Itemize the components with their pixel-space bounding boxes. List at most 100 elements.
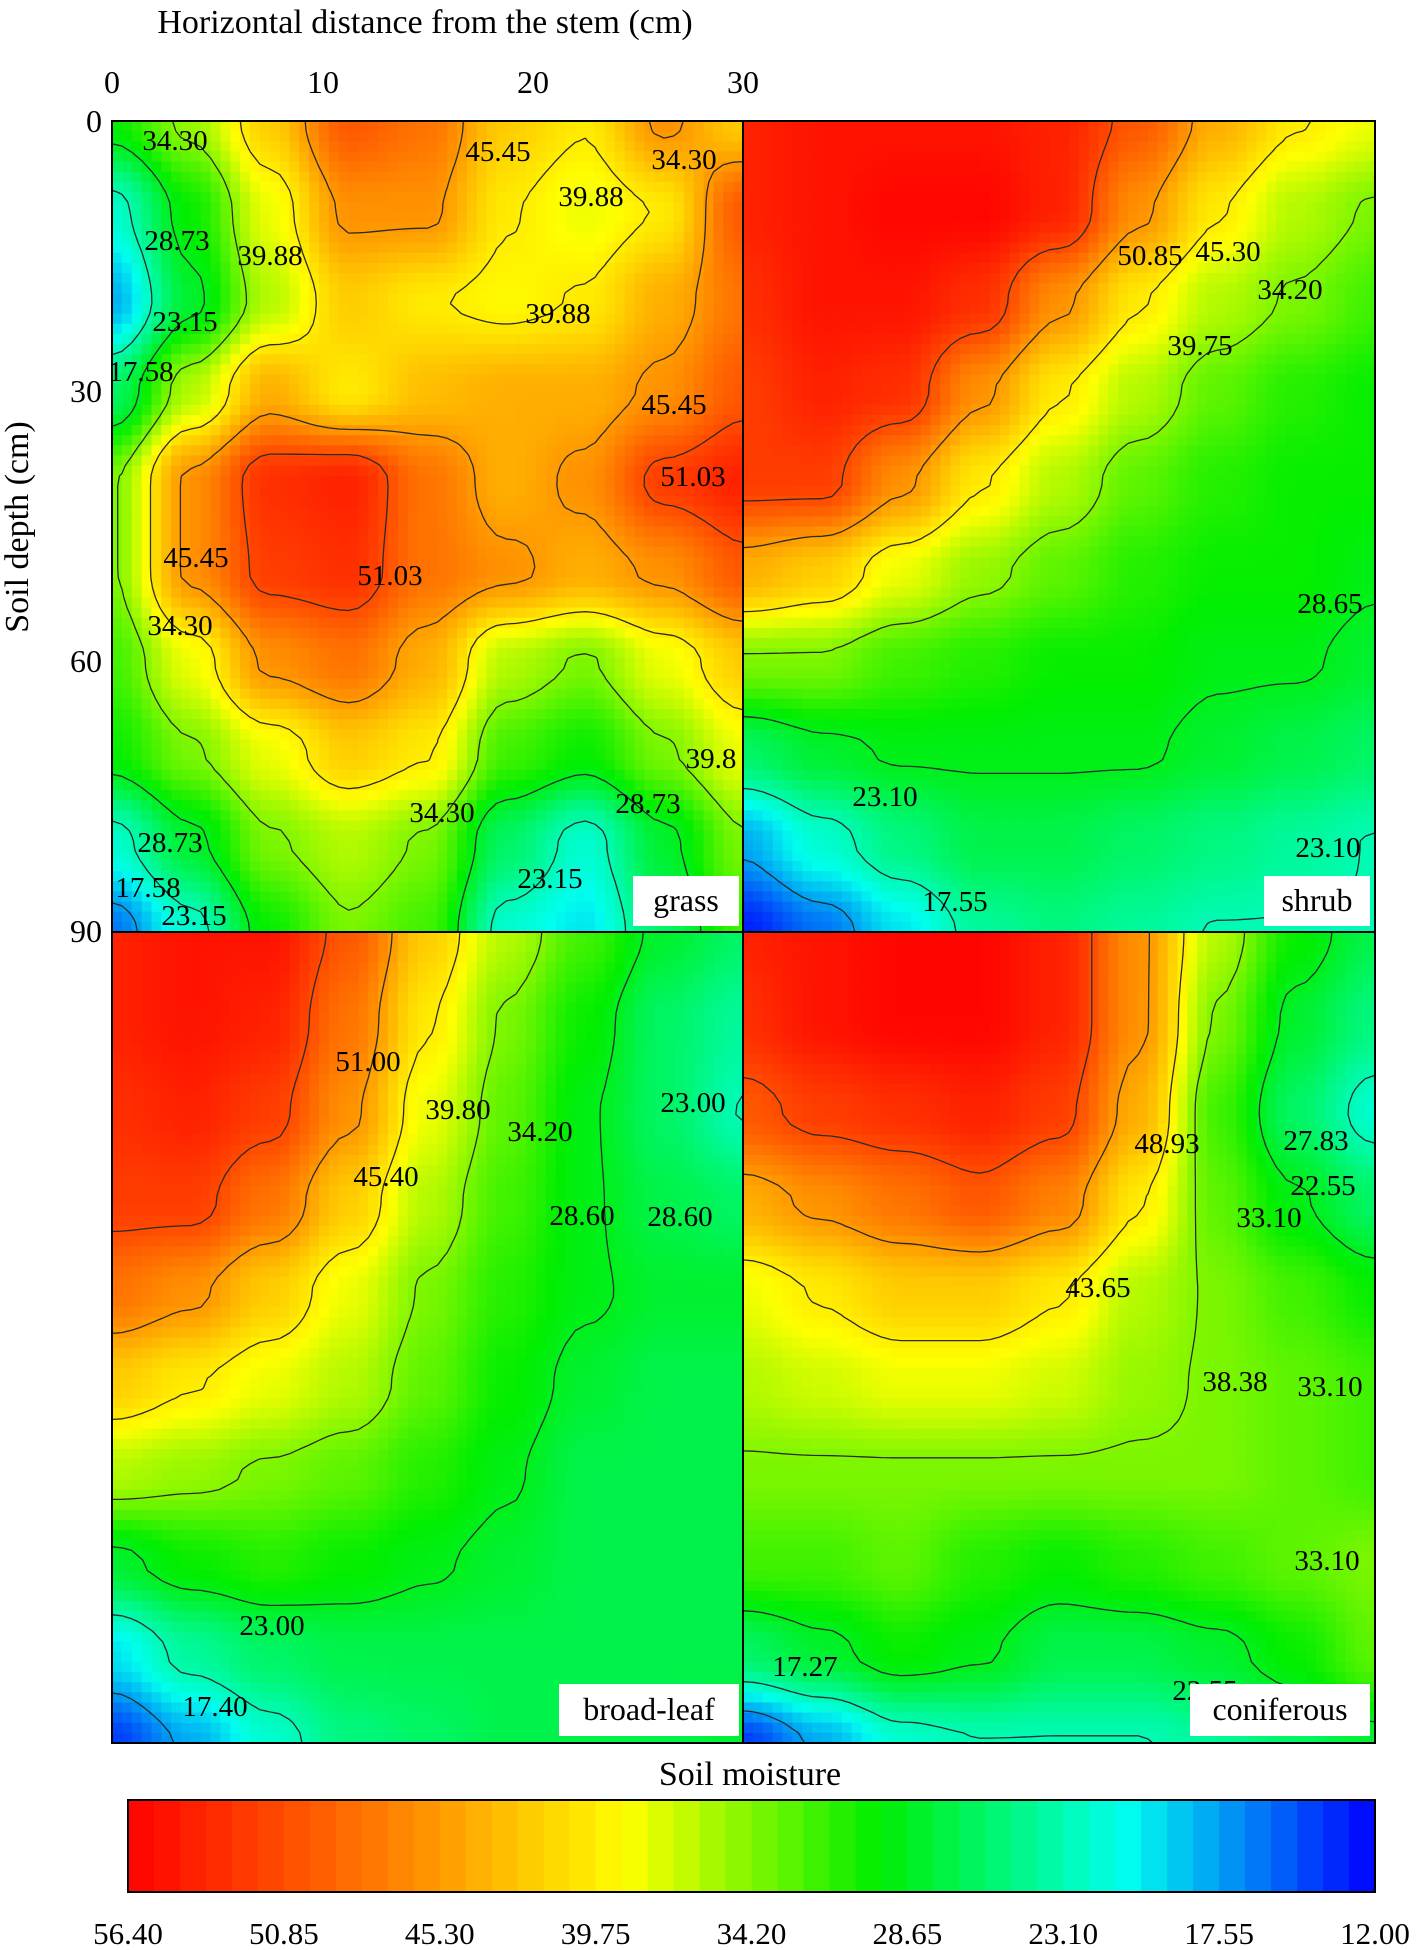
heatmap-cell	[437, 232, 448, 244]
heatmap-cell	[220, 404, 231, 416]
heatmap-cell	[673, 293, 685, 305]
heatmap-cell	[328, 344, 340, 355]
heatmap-cell	[466, 739, 478, 751]
heatmap-cell	[447, 212, 458, 223]
heatmap-cell	[545, 293, 557, 305]
heatmap-cell	[358, 181, 369, 193]
heatmap-cell	[230, 374, 241, 386]
heatmap-cell	[693, 506, 705, 517]
heatmap-cell	[506, 871, 517, 882]
heatmap-cell	[654, 719, 665, 730]
heatmap-cell	[417, 668, 429, 680]
heatmap-cell	[171, 181, 182, 193]
heatmap-cell	[190, 151, 202, 163]
heatmap-cell	[319, 191, 330, 203]
heatmap-cell	[407, 425, 419, 436]
heatmap-cell	[230, 181, 241, 193]
heatmap-cell	[121, 191, 133, 203]
heatmap-cell	[200, 698, 212, 710]
heatmap-cell	[210, 232, 222, 244]
heatmap-cell	[693, 546, 705, 558]
heatmap-cell	[230, 638, 241, 649]
heatmap-cell	[309, 242, 320, 254]
heatmap-cell	[437, 161, 448, 173]
heatmap-cell	[240, 779, 251, 791]
heatmap-cell	[486, 779, 498, 791]
heatmap-cell	[496, 678, 507, 690]
heatmap-cell	[309, 161, 320, 173]
heatmap-cell	[575, 374, 586, 386]
heatmap-cell	[121, 719, 133, 730]
heatmap-cell	[230, 830, 241, 842]
heatmap-cell	[131, 191, 143, 203]
heatmap-cell	[555, 556, 567, 568]
heatmap-cell	[496, 435, 507, 446]
heatmap-cell	[604, 790, 616, 801]
heatmap-cell	[121, 384, 133, 396]
heatmap-cell	[397, 658, 409, 670]
y-tick-label: 60	[70, 643, 102, 679]
heatmap-cell	[516, 161, 527, 173]
heatmap-cell	[634, 729, 646, 740]
heatmap-cell	[407, 567, 419, 578]
heatmap-cell	[466, 556, 478, 568]
heatmap-cell	[614, 121, 626, 132]
heatmap-cell	[289, 313, 300, 325]
heatmap-cell	[604, 810, 616, 822]
heatmap-cell	[397, 394, 409, 406]
heatmap-cell	[200, 181, 212, 193]
heatmap-cell	[644, 587, 655, 599]
heatmap-cell	[693, 678, 705, 690]
heatmap-cell	[161, 191, 172, 203]
heatmap-cell	[388, 678, 399, 690]
heatmap-cell	[664, 344, 675, 355]
heatmap-cell	[604, 759, 616, 771]
heatmap-cell	[723, 850, 734, 862]
heatmap-cell	[457, 485, 468, 497]
heatmap-cell	[526, 617, 537, 629]
heatmap-cell	[427, 222, 438, 234]
heatmap-cell	[269, 779, 281, 791]
heatmap-cell	[240, 333, 251, 345]
heatmap-cell	[535, 131, 547, 142]
heatmap-cell	[703, 171, 715, 183]
heatmap-cell	[624, 496, 636, 507]
heatmap-cell	[181, 273, 192, 284]
heatmap-cell	[141, 779, 153, 791]
heatmap-cell	[713, 283, 724, 294]
heatmap-cell	[447, 658, 458, 670]
heatmap-cell	[693, 475, 705, 487]
heatmap-cell	[348, 131, 360, 142]
heatmap-cell	[368, 485, 379, 497]
heatmap-cell	[457, 384, 468, 396]
heatmap-cell	[348, 475, 360, 487]
heatmap-cell	[466, 354, 478, 365]
heatmap-cell	[703, 496, 715, 507]
heatmap-cell	[171, 435, 182, 446]
heatmap-cell	[161, 526, 172, 538]
heatmap-cell	[141, 567, 153, 578]
heatmap-cell	[220, 830, 231, 842]
heatmap-cell	[693, 121, 705, 132]
heatmap-cell	[171, 485, 182, 497]
heatmap-cell	[693, 404, 705, 416]
heatmap-cell	[348, 759, 360, 771]
heatmap-cell	[121, 496, 133, 507]
heatmap-cell	[240, 202, 251, 213]
heatmap-cell	[230, 668, 241, 680]
heatmap-cell	[693, 242, 705, 254]
heatmap-cell	[476, 333, 488, 345]
heatmap-cell	[407, 202, 419, 213]
heatmap-cell	[121, 171, 133, 183]
heatmap-cell	[535, 820, 547, 832]
heatmap-cell	[565, 394, 576, 406]
heatmap-cell	[358, 455, 369, 467]
heatmap-cell	[466, 121, 478, 132]
heatmap-cell	[230, 333, 241, 345]
heatmap-cell	[220, 800, 231, 811]
heatmap-cell	[733, 577, 743, 588]
heatmap-cell	[279, 313, 291, 325]
heatmap-cell	[190, 394, 202, 406]
heatmap-cell	[535, 556, 547, 568]
heatmap-cell	[210, 769, 222, 781]
